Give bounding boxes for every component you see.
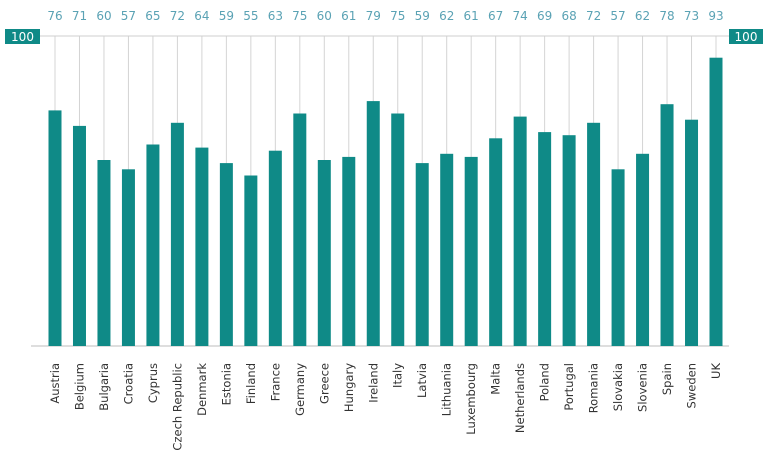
data-label: 67 bbox=[488, 9, 503, 23]
data-label: 55 bbox=[243, 9, 258, 23]
bar-cyprus bbox=[146, 144, 160, 346]
bar-poland bbox=[538, 132, 552, 346]
data-label: 69 bbox=[537, 9, 552, 23]
data-label: 57 bbox=[121, 9, 136, 23]
category-label: Italy bbox=[391, 363, 405, 388]
bar-slovakia bbox=[611, 169, 625, 346]
category-label: Cyprus bbox=[146, 363, 160, 403]
data-label: 72 bbox=[170, 9, 185, 23]
category-label: Portugal bbox=[562, 363, 576, 411]
category-label: Czech Republic bbox=[170, 363, 184, 450]
bar-slovenia bbox=[636, 153, 650, 346]
bar-czech-republic bbox=[170, 122, 184, 346]
category-label: Romania bbox=[587, 363, 601, 413]
category-label: Ireland bbox=[366, 363, 380, 403]
right-axis-max-label: 100 bbox=[735, 30, 758, 44]
bar-uk bbox=[709, 57, 723, 346]
bar-finland bbox=[244, 175, 258, 346]
data-label: 64 bbox=[194, 9, 209, 23]
category-label: Lithuania bbox=[440, 363, 454, 416]
bar-austria bbox=[48, 110, 62, 347]
bar-italy bbox=[391, 113, 405, 346]
data-label: 61 bbox=[464, 9, 479, 23]
category-label: Greece bbox=[317, 363, 331, 404]
bar-estonia bbox=[219, 163, 233, 346]
data-label: 59 bbox=[415, 9, 430, 23]
category-label: Slovakia bbox=[611, 363, 625, 411]
data-label: 62 bbox=[635, 9, 650, 23]
category-label: Latvia bbox=[415, 363, 429, 398]
data-label: 79 bbox=[366, 9, 381, 23]
bar-lithuania bbox=[440, 153, 454, 346]
category-label: Hungary bbox=[342, 363, 356, 412]
bar-portugal bbox=[562, 135, 576, 346]
category-label: Malta bbox=[489, 363, 503, 395]
data-label: 63 bbox=[268, 9, 283, 23]
bar-france bbox=[268, 150, 282, 346]
category-label: Poland bbox=[538, 363, 552, 401]
data-label: 57 bbox=[610, 9, 625, 23]
data-label: 78 bbox=[659, 9, 674, 23]
category-label: Austria bbox=[48, 363, 62, 404]
bar-netherlands bbox=[513, 116, 527, 346]
bar-sweden bbox=[685, 119, 699, 346]
data-label: 65 bbox=[145, 9, 160, 23]
data-label: 75 bbox=[292, 9, 307, 23]
category-label: France bbox=[268, 363, 282, 401]
bar-croatia bbox=[121, 169, 135, 346]
bar-germany bbox=[293, 113, 307, 346]
bar-spain bbox=[660, 104, 674, 346]
bar-malta bbox=[489, 138, 503, 346]
category-label: Croatia bbox=[121, 363, 135, 404]
bar-ireland bbox=[366, 101, 380, 346]
data-label: 73 bbox=[684, 9, 699, 23]
category-label: Denmark bbox=[195, 363, 209, 416]
category-label: Estonia bbox=[219, 363, 233, 405]
data-label: 60 bbox=[317, 9, 332, 23]
category-label: Finland bbox=[244, 363, 258, 404]
data-label: 76 bbox=[47, 9, 62, 23]
data-label: 62 bbox=[439, 9, 454, 23]
category-label: Spain bbox=[660, 363, 674, 395]
bar-luxembourg bbox=[464, 156, 478, 346]
bar-bulgaria bbox=[97, 160, 111, 346]
category-label: Sweden bbox=[685, 363, 699, 408]
left-axis-max-label: 100 bbox=[11, 30, 34, 44]
data-label: 68 bbox=[561, 9, 576, 23]
category-label: UK bbox=[709, 363, 723, 379]
bar-denmark bbox=[195, 147, 209, 346]
data-label: 75 bbox=[390, 9, 405, 23]
data-label: 74 bbox=[513, 9, 528, 23]
data-label: 59 bbox=[219, 9, 234, 23]
data-label: 72 bbox=[586, 9, 601, 23]
data-label: 93 bbox=[708, 9, 723, 23]
bar-belgium bbox=[72, 125, 86, 347]
right-axis-max-badge: 100 bbox=[729, 29, 763, 44]
category-label: Germany bbox=[293, 363, 307, 416]
bar-hungary bbox=[342, 156, 356, 346]
category-label: Bulgaria bbox=[97, 363, 111, 411]
category-label: Netherlands bbox=[513, 363, 527, 433]
data-label: 71 bbox=[72, 9, 87, 23]
data-label: 61 bbox=[341, 9, 356, 23]
bar-greece bbox=[317, 160, 331, 346]
data-label: 60 bbox=[96, 9, 111, 23]
category-label: Luxembourg bbox=[464, 363, 478, 435]
category-label: Belgium bbox=[72, 363, 86, 410]
left-axis-max-badge: 100 bbox=[5, 29, 40, 44]
category-label: Slovenia bbox=[636, 363, 650, 412]
bar-latvia bbox=[415, 163, 429, 346]
bar-romania bbox=[587, 122, 601, 346]
